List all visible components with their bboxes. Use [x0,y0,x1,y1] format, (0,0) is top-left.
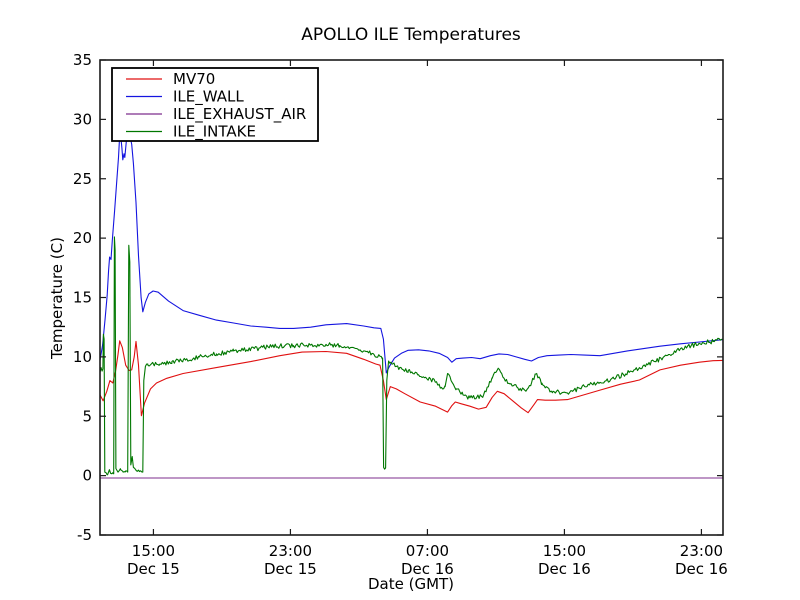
legend-box [111,67,319,142]
legend-label-MV70: MV70 [173,70,215,88]
x-tick-label-time: 23:00 [680,542,723,560]
series-line-ILE_WALL [99,131,723,374]
series-line-MV70 [99,340,723,417]
y-tick-label: 5 [82,407,92,425]
series-line-ILE_INTAKE [99,236,723,476]
y-axis-label: Temperature (C) [48,237,66,360]
y-tick-label: 25 [73,170,92,188]
legend-label-ILE_EXHAUST_AIR: ILE_EXHAUST_AIR [173,105,306,124]
x-tick-label-date: Dec 16 [538,560,591,578]
y-tick-label: 15 [73,289,92,307]
y-tick-label: 35 [73,51,92,69]
y-tick-label: 30 [73,110,92,128]
x-tick-label-time: 23:00 [269,542,312,560]
y-tick-label: -5 [77,526,92,544]
x-tick-label-date: Dec 15 [264,560,317,578]
x-tick-label-date: Dec 16 [401,560,454,578]
series-layer [99,131,723,479]
y-tick-label: 20 [73,229,92,247]
legend-label-ILE_INTAKE: ILE_INTAKE [173,123,256,142]
x-axis-label: Date (GMT) [368,575,454,593]
x-tick-label-date: Dec 16 [675,560,728,578]
labels-layer: APOLLO ILE Temperatures Date (GMT) Tempe… [48,25,521,593]
legend-label-ILE_WALL: ILE_WALL [173,88,244,107]
x-tick-label-date: Dec 15 [127,560,180,578]
y-tick-label: 0 [82,467,92,485]
x-tick-label-time: 15:00 [132,542,175,560]
x-tick-label-time: 15:00 [543,542,586,560]
y-tick-label: 10 [73,348,92,366]
chart-title: APOLLO ILE Temperatures [301,25,521,45]
x-tick-label-time: 07:00 [406,542,449,560]
